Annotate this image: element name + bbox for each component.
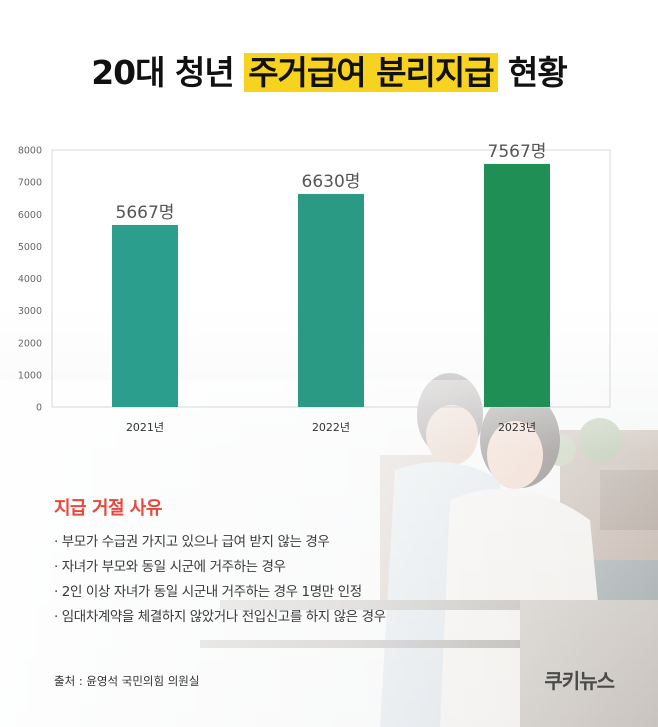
bar-data-label: 6630명 — [302, 172, 361, 192]
bar-1 — [112, 224, 178, 407]
bar-3 — [484, 163, 550, 407]
bar-chart: 0 1000 2000 3000 4000 5000 6000 7000 8000 5667명 20… — [18, 142, 611, 434]
bar-data-label: 5667명 — [116, 203, 175, 223]
y-tick-label: 1000 — [18, 370, 42, 381]
reasons-list: · 부모가 수급권 가지고 있으나 급여 받지 않는 경우 · 자녀가 부모와 … — [54, 530, 386, 630]
publisher-logo: 쿠키뉴스 — [544, 669, 615, 693]
rejection-reasons: 지급 거절 사유 · 부모가 수급권 가지고 있으나 급여 받지 않는 경우 ·… — [54, 494, 386, 630]
x-tick-label: 2021년 — [126, 421, 164, 434]
y-tick-label: 5000 — [18, 242, 42, 253]
title-highlight: 주거급여 분리지급 — [244, 53, 498, 92]
bar-2 — [298, 194, 364, 407]
y-tick-label: 7000 — [18, 178, 42, 189]
reason-item: · 자녀가 부모와 동일 시군에 거주하는 경우 — [54, 559, 286, 575]
reasons-title: 지급 거절 사유 — [54, 498, 162, 519]
y-tick-label: 3000 — [18, 306, 42, 317]
reason-item: · 2인 이상 자녀가 동일 시군내 거주하는 경우 1명만 인정 — [54, 584, 362, 600]
y-tick-label: 6000 — [18, 210, 42, 221]
x-tick-label: 2023년 — [498, 421, 536, 434]
page-title: 20대 청년 주거급여 분리지급 현황 — [0, 46, 658, 94]
reason-item: · 부모가 수급권 가지고 있으나 급여 받지 않는 경우 — [54, 534, 330, 550]
bar-data-label: 7567명 — [488, 142, 547, 162]
reason-item: · 임대차계약을 체결하지 않았거나 전입신고를 하지 않은 경우 — [54, 609, 386, 625]
y-tick-label: 8000 — [18, 146, 42, 157]
y-tick-label: 4000 — [18, 274, 42, 285]
title-prefix: 20대 청년 — [91, 53, 245, 92]
title-suffix: 현황 — [497, 53, 568, 92]
x-tick-label: 2022년 — [312, 421, 350, 434]
source-credit: 출처 : 윤영석 국민의힘 의원실 — [54, 674, 200, 688]
y-tick-label: 2000 — [18, 338, 42, 349]
y-tick-label: 0 — [36, 403, 42, 414]
